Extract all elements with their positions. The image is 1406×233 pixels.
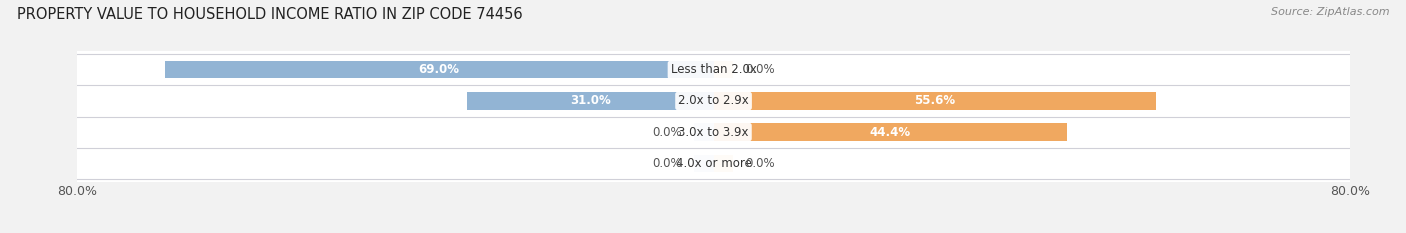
Text: 44.4%: 44.4% <box>869 126 911 139</box>
Bar <box>714 123 1067 140</box>
Bar <box>693 154 714 172</box>
Text: Less than 2.0x: Less than 2.0x <box>671 63 756 76</box>
Bar <box>714 93 1156 110</box>
Text: 0.0%: 0.0% <box>652 126 682 139</box>
Text: 0.0%: 0.0% <box>652 157 682 170</box>
Bar <box>714 154 734 172</box>
Text: 31.0%: 31.0% <box>569 94 610 107</box>
Text: 2.0x to 2.9x: 2.0x to 2.9x <box>678 94 749 107</box>
Text: 69.0%: 69.0% <box>419 63 460 76</box>
Text: 0.0%: 0.0% <box>745 157 775 170</box>
Text: 3.0x to 3.9x: 3.0x to 3.9x <box>678 126 749 139</box>
Text: 0.0%: 0.0% <box>745 63 775 76</box>
Text: Source: ZipAtlas.com: Source: ZipAtlas.com <box>1271 7 1389 17</box>
Bar <box>714 61 734 79</box>
Bar <box>77 108 1350 156</box>
Bar <box>77 77 1350 125</box>
Bar <box>77 46 1350 94</box>
Bar <box>467 93 714 110</box>
Bar <box>693 123 714 140</box>
Bar <box>165 61 714 79</box>
Text: 55.6%: 55.6% <box>914 94 955 107</box>
Text: 4.0x or more: 4.0x or more <box>676 157 751 170</box>
Text: PROPERTY VALUE TO HOUSEHOLD INCOME RATIO IN ZIP CODE 74456: PROPERTY VALUE TO HOUSEHOLD INCOME RATIO… <box>17 7 523 22</box>
Bar <box>77 139 1350 187</box>
